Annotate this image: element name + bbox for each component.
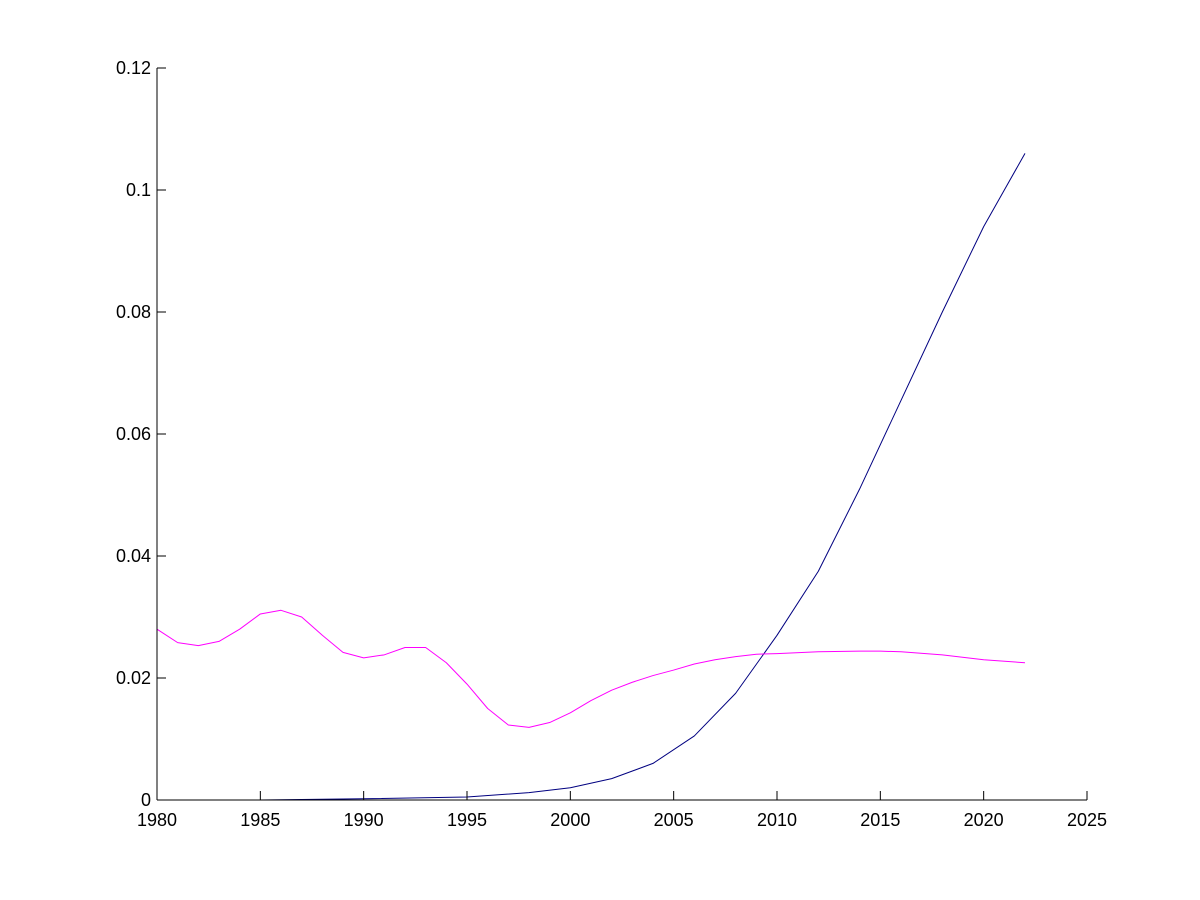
axes-layer: 1980 1985 1990 1995 2000 2005 2010 2015 2020 2025… xyxy=(116,58,1107,830)
x-tick-label: 1995 xyxy=(447,810,487,830)
y-tick-label: 0.06 xyxy=(116,424,151,444)
x-tick-label: 1990 xyxy=(344,810,384,830)
x-tick-label: 2010 xyxy=(757,810,797,830)
y-tick-label: 0.1 xyxy=(126,180,151,200)
x-tick-label: 2015 xyxy=(860,810,900,830)
x-tick-label: 1985 xyxy=(240,810,280,830)
y-tick-label: 0.12 xyxy=(116,58,151,78)
x-tick-label: 2005 xyxy=(654,810,694,830)
series-line-1 xyxy=(157,153,1026,801)
x-tick-label: 2000 xyxy=(550,810,590,830)
series-line-2 xyxy=(156,609,1026,728)
series-layer xyxy=(156,153,1026,801)
x-tick-label: 2020 xyxy=(964,810,1004,830)
y-tick-label: 0 xyxy=(141,790,151,810)
y-tick-label: 0.08 xyxy=(116,302,151,322)
x-tick-label: 2025 xyxy=(1067,810,1107,830)
y-tick-label: 0.02 xyxy=(116,668,151,688)
x-tick-label: 1980 xyxy=(137,810,177,830)
y-tick-label: 0.04 xyxy=(116,546,151,566)
